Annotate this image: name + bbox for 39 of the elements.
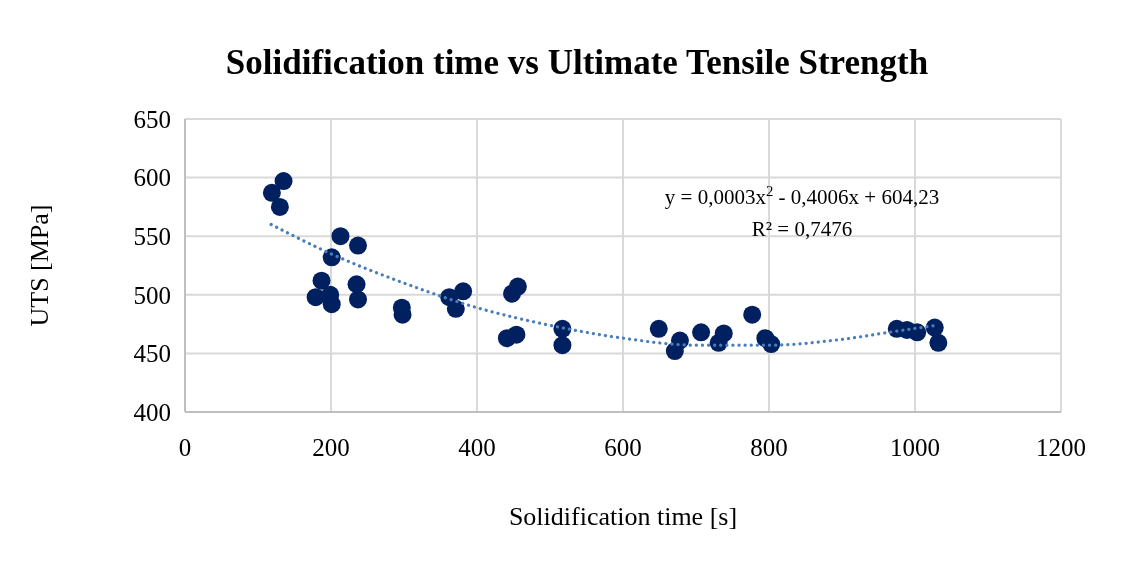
point: [743, 305, 762, 324]
x-tick-label: 1200: [1036, 434, 1086, 461]
point: [322, 295, 341, 314]
x-tick-label: 400: [458, 434, 496, 461]
point: [331, 227, 350, 246]
point: [665, 342, 684, 361]
point: [349, 236, 368, 255]
point: [454, 282, 473, 301]
point: [349, 290, 368, 309]
point: [274, 172, 293, 191]
y-tick-label: 500: [133, 281, 171, 309]
y-tick-label: 550: [133, 222, 171, 250]
y-tick-label: 650: [133, 105, 171, 133]
y-tick-label: 450: [133, 340, 171, 368]
point: [908, 323, 927, 342]
chart-title: Solidification time vs Ultimate Tensile Strength: [225, 43, 929, 82]
x-tick-label: 0: [178, 434, 192, 461]
x-tick-label: 800: [750, 434, 788, 461]
x-tick-label: 200: [312, 434, 350, 461]
x-axis-title: Solidification time [s]: [508, 502, 738, 531]
annotation: R² = 0,7476: [751, 217, 853, 241]
point: [262, 183, 281, 202]
point: [553, 336, 572, 355]
point: [312, 271, 331, 290]
point: [692, 323, 711, 342]
point: [347, 275, 366, 294]
point: [508, 277, 527, 296]
x-tick-label: 1000: [890, 434, 940, 461]
point: [507, 325, 526, 344]
y-tick-label: 600: [133, 164, 171, 192]
point: [929, 333, 948, 352]
y-tick-label: 400: [133, 398, 171, 426]
point: [762, 335, 781, 354]
point: [270, 197, 289, 216]
x-tick-label: 600: [604, 434, 642, 461]
annotation: y = 0,0003x$^{2}$ - 0,4006x + 604,23: [664, 183, 940, 209]
y-axis-title: UTS [MPa]: [25, 204, 54, 327]
point: [649, 319, 668, 338]
point: [446, 299, 465, 318]
